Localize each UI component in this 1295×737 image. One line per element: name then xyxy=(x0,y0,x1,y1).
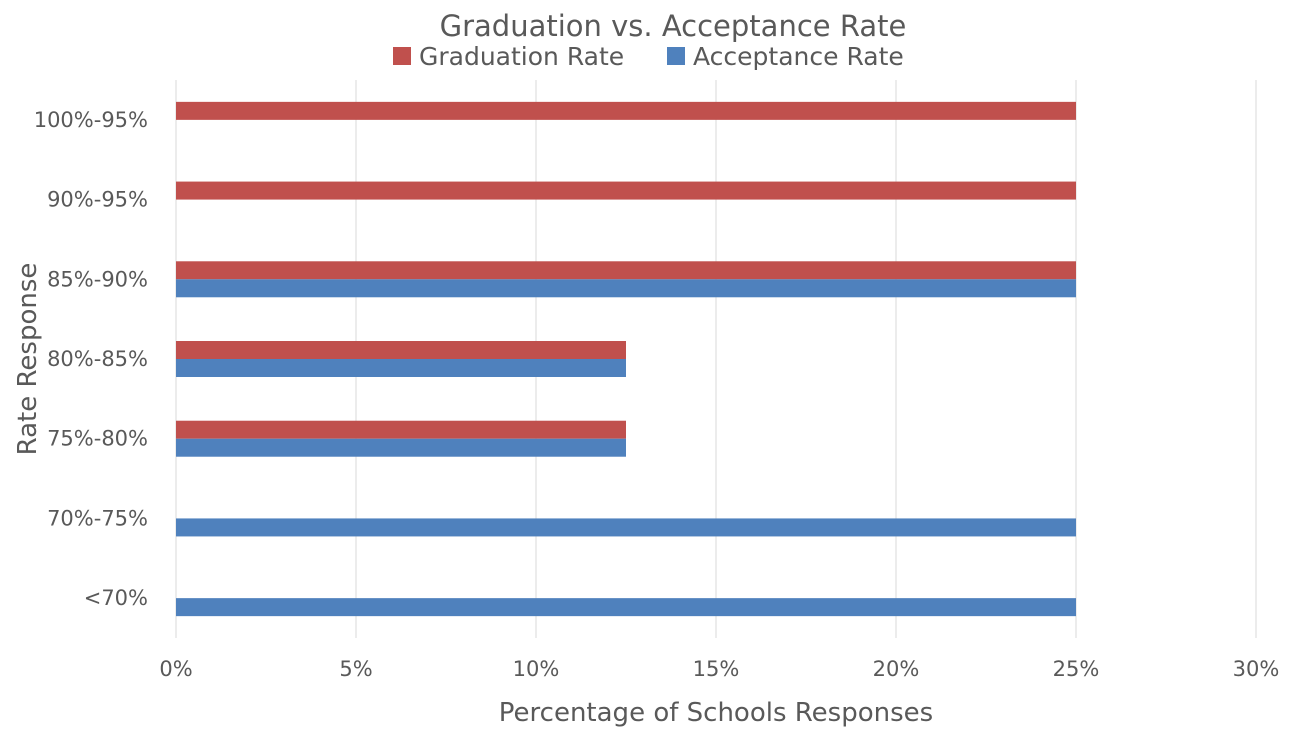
bar-acceptance-rate xyxy=(176,518,1076,537)
bar-acceptance-rate xyxy=(176,279,1076,298)
legend-label: Acceptance Rate xyxy=(693,42,904,71)
x-tick-label: 10% xyxy=(513,657,560,681)
legend: Graduation Rate Acceptance Rate xyxy=(393,42,904,71)
bar-graduation-rate xyxy=(176,101,1076,120)
legend-label: Graduation Rate xyxy=(419,42,624,71)
y-axis-title: Rate Response xyxy=(13,263,43,456)
x-tick-label: 25% xyxy=(1053,657,1100,681)
bars xyxy=(176,101,1076,617)
bar-acceptance-rate xyxy=(176,359,626,377)
y-tick-label: 75%-80% xyxy=(47,427,148,451)
y-axis-tick-labels: 100%-95% 90%-95% 85%-90% 80%-85% 75%-80% 70%-… xyxy=(34,108,148,610)
x-tick-label: 0% xyxy=(159,657,192,681)
x-tick-label: 30% xyxy=(1233,657,1280,681)
y-tick-label: 70%-75% xyxy=(47,506,148,530)
legend-swatch xyxy=(393,47,411,65)
x-axis-tick-labels: 0% 5% 10% 15% 20% 25% 30% xyxy=(159,657,1279,681)
y-tick-label: <70% xyxy=(84,586,148,610)
bar-acceptance-rate xyxy=(176,438,626,457)
x-tick-label: 15% xyxy=(693,657,740,681)
y-tick-label: 85%-90% xyxy=(47,267,148,291)
y-tick-label: 100%-95% xyxy=(34,108,148,132)
x-tick-label: 20% xyxy=(873,657,920,681)
bar-graduation-rate xyxy=(176,181,1076,200)
x-tick-label: 5% xyxy=(339,657,372,681)
bar-acceptance-rate xyxy=(176,598,1076,617)
x-axis-title: Percentage of Schools Responses xyxy=(499,698,933,728)
y-tick-label: 80%-85% xyxy=(47,347,148,371)
y-tick-label: 90%-95% xyxy=(47,188,148,212)
chart-title: Graduation vs. Acceptance Rate xyxy=(440,9,907,43)
bar-graduation-rate xyxy=(176,261,1076,280)
legend-swatch xyxy=(667,47,685,65)
bar-graduation-rate xyxy=(176,420,626,439)
bar-graduation-rate xyxy=(176,341,626,359)
